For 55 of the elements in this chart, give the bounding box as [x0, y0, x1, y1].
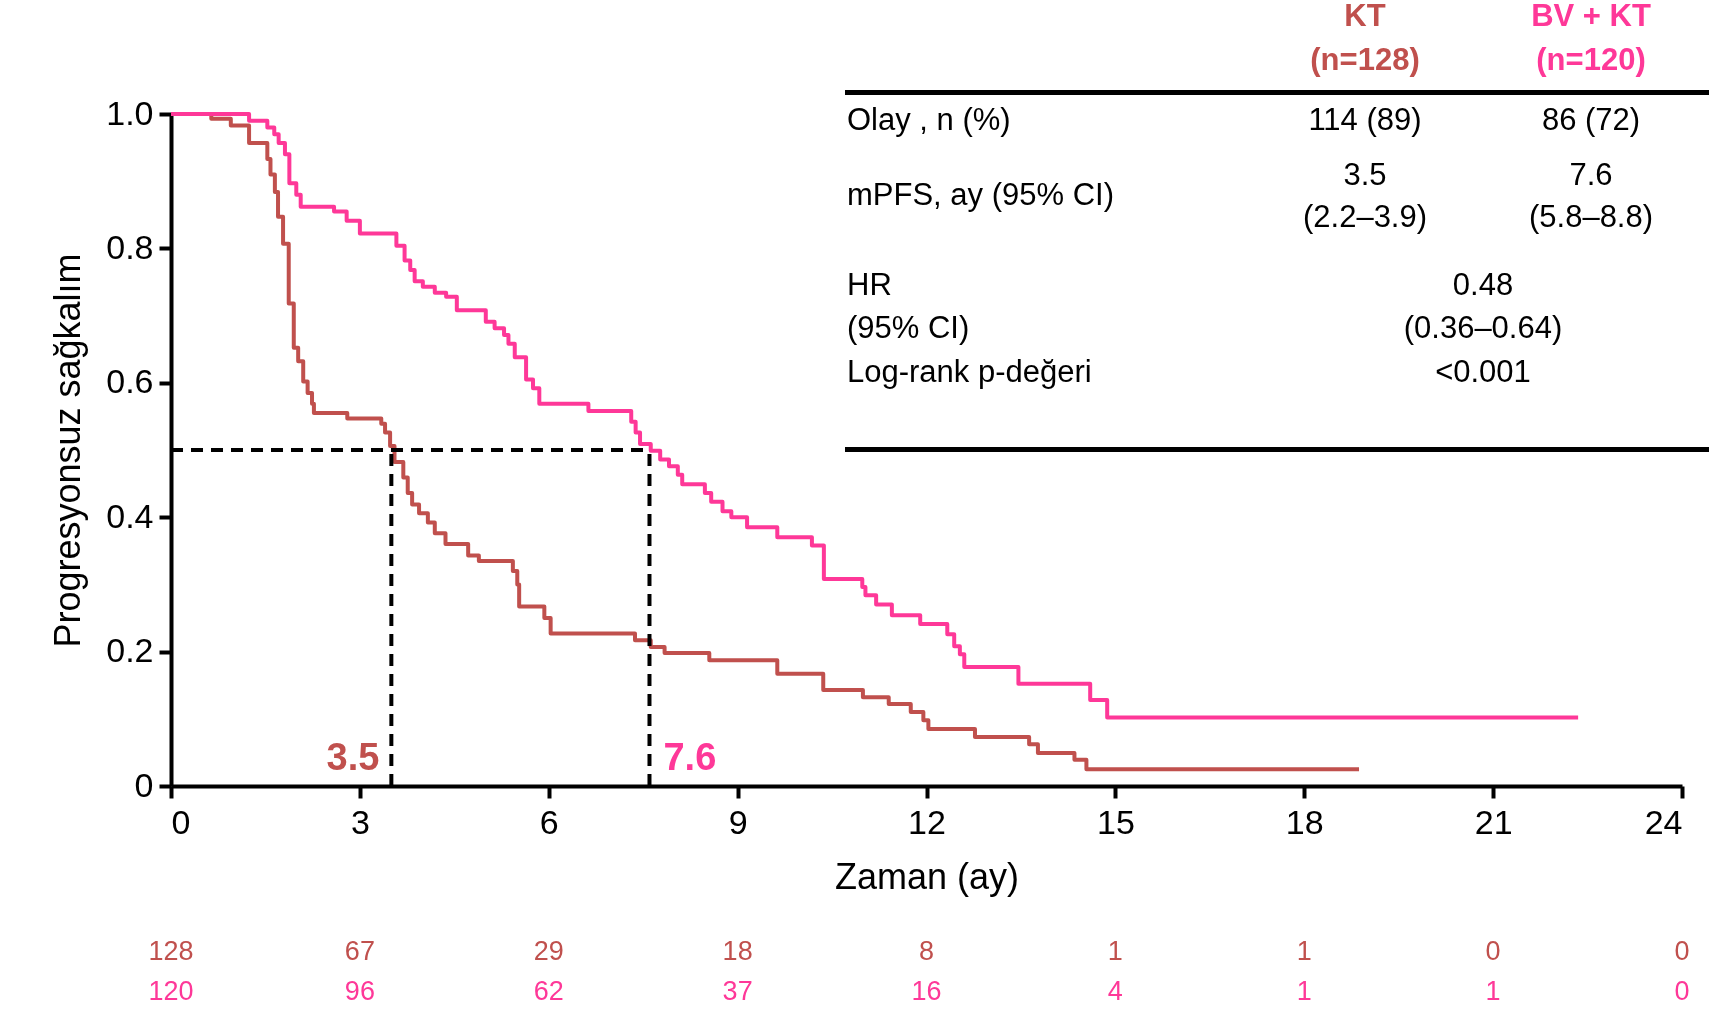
text: 1	[1107, 936, 1123, 966]
text: (n=120)	[1536, 42, 1646, 77]
text: 0	[1674, 936, 1690, 966]
text: 67	[344, 936, 375, 966]
x-tick-label: 24	[1644, 802, 1683, 841]
x-tick-label: 6	[539, 802, 559, 841]
text: 62	[533, 976, 564, 1006]
annotation: <0.001	[1435, 354, 1531, 389]
x-tick-label: 0	[171, 802, 191, 841]
annotation: Olay , n (%)	[847, 102, 1011, 137]
text: 120	[148, 976, 194, 1006]
x-tick-label: 18	[1285, 802, 1324, 841]
annotation: 114 (89)	[1308, 102, 1422, 137]
y-tick-label: 0.8	[106, 227, 154, 266]
x-axis-title: Zaman (ay)	[834, 855, 1020, 897]
annotation: HR	[847, 267, 892, 302]
annotation: (0.36–0.64)	[1403, 310, 1563, 345]
y-tick-label: 0	[134, 765, 154, 804]
y-axis-title: Progresyonsuz sağkalım	[47, 253, 89, 648]
text: KT	[1344, 0, 1386, 33]
annotation: 0.48	[1452, 267, 1514, 302]
x-tick-label: 15	[1096, 802, 1135, 841]
y-tick-label: 1.0	[106, 93, 154, 132]
text: 0	[1674, 976, 1690, 1006]
text: 37	[722, 976, 753, 1006]
y-tick-label: 0.6	[106, 362, 154, 401]
text: (n=128)	[1310, 42, 1420, 77]
text: 128	[148, 936, 194, 966]
annotation: Log-rank p-değeri	[847, 354, 1092, 389]
y-tick-label: 0.2	[106, 631, 154, 670]
text: 29	[533, 936, 564, 966]
text: 0	[1485, 936, 1501, 966]
x-tick-label: 12	[908, 802, 946, 841]
annotation: (2.2–3.9)	[1302, 199, 1428, 234]
text: 16	[911, 976, 942, 1006]
x-tick-label: 3	[350, 802, 370, 841]
text: 1	[1485, 976, 1501, 1006]
x-tick-label: 21	[1474, 802, 1513, 841]
text: 96	[344, 976, 375, 1006]
ref-line-label: 7.6	[663, 736, 717, 778]
x-tick-label: 9	[728, 802, 748, 841]
y-tick-label: 0.4	[106, 496, 154, 535]
annotation: (5.8–8.8)	[1528, 199, 1654, 234]
annotation: mPFS, ay (95% CI)	[847, 177, 1114, 212]
text: BV + KT	[1531, 0, 1651, 33]
text: 8	[918, 936, 935, 966]
annotation: 3.5	[1343, 157, 1387, 192]
ref-line-label: 3.5	[326, 736, 380, 778]
text: 1	[1296, 976, 1312, 1006]
annotation: 86 (72)	[1541, 102, 1641, 137]
text: 4	[1107, 976, 1123, 1006]
annotation: (95% CI)	[847, 310, 970, 345]
text: 1	[1296, 936, 1312, 966]
text: 18	[722, 936, 753, 966]
annotation: 7.6	[1569, 157, 1613, 192]
